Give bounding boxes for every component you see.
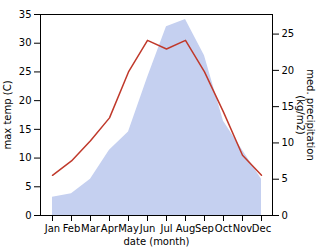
svg-text:0: 0	[282, 210, 288, 221]
svg-text:0: 0	[25, 210, 31, 221]
svg-text:10: 10	[282, 137, 295, 148]
svg-text:20: 20	[19, 95, 32, 106]
svg-text:Mar: Mar	[81, 223, 101, 234]
svg-text:Dec: Dec	[252, 223, 271, 234]
svg-text:Oct: Oct	[215, 223, 232, 234]
svg-text:max temp (C): max temp (C)	[2, 80, 13, 149]
svg-text:25: 25	[19, 66, 32, 77]
svg-text:25: 25	[282, 28, 295, 39]
svg-text:date (month): date (month)	[124, 236, 190, 247]
svg-text:10: 10	[19, 152, 32, 163]
svg-text:Aug: Aug	[176, 223, 196, 234]
svg-text:Sep: Sep	[195, 223, 214, 234]
svg-text:Apr: Apr	[101, 223, 119, 234]
svg-text:Jul: Jul	[159, 223, 172, 234]
svg-text:20: 20	[282, 65, 295, 76]
svg-text:5: 5	[282, 173, 288, 184]
svg-text:Nov: Nov	[233, 223, 253, 234]
svg-text:Jan: Jan	[44, 223, 60, 234]
svg-text:15: 15	[282, 101, 295, 112]
svg-text:5: 5	[25, 181, 31, 192]
svg-text:Feb: Feb	[63, 223, 81, 234]
svg-text:35: 35	[19, 9, 32, 20]
svg-text:May: May	[118, 223, 139, 234]
svg-text:Jun: Jun	[139, 223, 156, 234]
svg-text:15: 15	[19, 124, 32, 135]
svg-text:30: 30	[19, 37, 32, 48]
svg-text:med. precipitation(kg/m2): med. precipitation(kg/m2)	[295, 69, 316, 161]
